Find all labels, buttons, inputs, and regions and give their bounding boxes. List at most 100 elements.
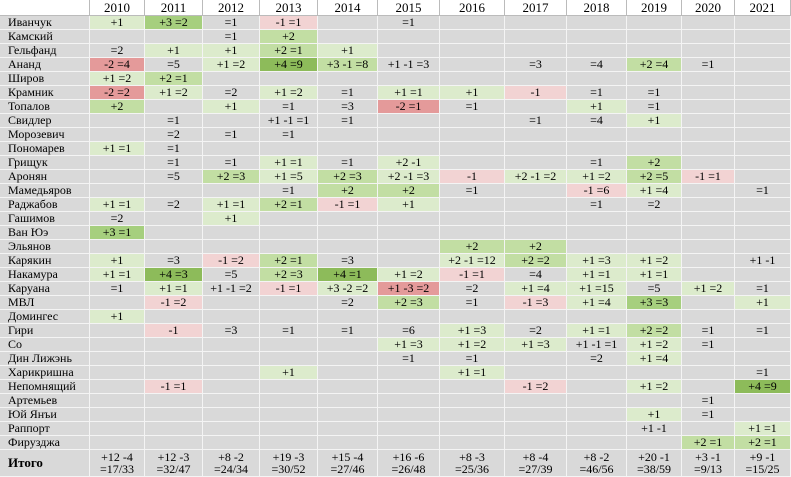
- player-name: Фирузджа: [0, 436, 90, 450]
- player-name: Юй Янъи: [0, 408, 90, 422]
- result-cell: [505, 72, 567, 86]
- player-name: Крамник: [0, 86, 90, 100]
- result-cell: =2: [627, 198, 682, 212]
- result-cell: +2 =2: [627, 324, 682, 338]
- result-cell: [318, 352, 378, 366]
- result-cell: [318, 408, 378, 422]
- year-header: 2015: [378, 0, 440, 16]
- player-name: Гельфанд: [0, 44, 90, 58]
- total-cell: +3 -1 =9/13: [682, 450, 735, 477]
- result-cell: [318, 240, 378, 254]
- result-cell: -1 =1: [145, 380, 203, 394]
- player-name: Гири: [0, 324, 90, 338]
- result-cell: +4 =1: [318, 268, 378, 282]
- result-cell: [145, 422, 203, 436]
- result-cell: [90, 114, 145, 128]
- result-cell: [440, 310, 505, 324]
- player-name: МВЛ: [0, 296, 90, 310]
- result-cell: [90, 240, 145, 254]
- result-cell: [378, 128, 440, 142]
- result-cell: [682, 212, 735, 226]
- result-cell: [627, 30, 682, 44]
- player-name: Дин Лижэнь: [0, 352, 90, 366]
- result-cell: [505, 100, 567, 114]
- result-cell: +2 -1 =2: [505, 170, 567, 184]
- result-cell: [682, 16, 735, 30]
- player-name: Каруана: [0, 282, 90, 296]
- player-name: Раджабов: [0, 198, 90, 212]
- result-cell: [318, 366, 378, 380]
- result-cell: -1: [505, 86, 567, 100]
- result-cell: [735, 226, 791, 240]
- result-cell: -1 =3: [505, 296, 567, 310]
- result-cell: =1: [203, 156, 260, 170]
- result-cell: =1: [567, 198, 627, 212]
- result-cell: [735, 100, 791, 114]
- result-cell: [203, 240, 260, 254]
- result-cell: [505, 408, 567, 422]
- total-cell: +8 -3 =25/36: [440, 450, 505, 477]
- result-cell: [567, 30, 627, 44]
- result-cell: =1: [145, 156, 203, 170]
- result-cell: [505, 198, 567, 212]
- result-cell: +1 =2: [627, 254, 682, 268]
- player-name: Ван Юэ: [0, 226, 90, 240]
- result-cell: +1: [203, 44, 260, 58]
- result-cell: [145, 408, 203, 422]
- result-cell: +1 =1: [627, 268, 682, 282]
- result-cell: +1 =4: [505, 282, 567, 296]
- result-cell: [567, 212, 627, 226]
- result-cell: [682, 156, 735, 170]
- result-cell: [318, 310, 378, 324]
- result-cell: +3 =2: [145, 16, 203, 30]
- result-cell: [203, 352, 260, 366]
- result-cell: [378, 212, 440, 226]
- result-cell: [505, 394, 567, 408]
- result-cell: [735, 86, 791, 100]
- result-cell: [505, 436, 567, 450]
- result-cell: [318, 212, 378, 226]
- result-cell: [735, 408, 791, 422]
- player-name: Топалов: [0, 100, 90, 114]
- result-cell: +1 =1: [567, 324, 627, 338]
- result-cell: [440, 16, 505, 30]
- total-cell: +12 -4 =17/33: [90, 450, 145, 477]
- result-cell: =1: [682, 408, 735, 422]
- result-cell: [440, 58, 505, 72]
- result-cell: [318, 422, 378, 436]
- result-cell: +1 -1 =1: [260, 114, 318, 128]
- result-cell: [203, 436, 260, 450]
- result-cell: [682, 114, 735, 128]
- result-cell: [203, 422, 260, 436]
- result-cell: [627, 226, 682, 240]
- result-cell: =6: [378, 324, 440, 338]
- result-cell: +1: [567, 100, 627, 114]
- result-cell: =1: [203, 128, 260, 142]
- result-cell: +1 =1: [260, 156, 318, 170]
- year-header: 2017: [505, 0, 567, 16]
- player-name: Накамура: [0, 268, 90, 282]
- result-cell: -1: [440, 170, 505, 184]
- result-cell: [260, 310, 318, 324]
- result-cell: [90, 380, 145, 394]
- result-cell: +1 =1: [145, 282, 203, 296]
- result-cell: [567, 394, 627, 408]
- result-cell: +3 -2 =2: [318, 282, 378, 296]
- result-cell: [378, 380, 440, 394]
- result-cell: [440, 128, 505, 142]
- result-cell: [378, 114, 440, 128]
- result-cell: [735, 128, 791, 142]
- result-cell: [90, 30, 145, 44]
- result-cell: [260, 352, 318, 366]
- result-cell: =1: [260, 128, 318, 142]
- result-cell: [90, 422, 145, 436]
- result-cell: +1 =1: [90, 198, 145, 212]
- result-cell: =1: [627, 86, 682, 100]
- result-cell: [440, 380, 505, 394]
- result-cell: +2 =1: [260, 44, 318, 58]
- result-cell: =2: [505, 324, 567, 338]
- result-cell: +1 -1: [735, 254, 791, 268]
- result-cell: [318, 380, 378, 394]
- player-name: Грищук: [0, 156, 90, 170]
- result-cell: [145, 212, 203, 226]
